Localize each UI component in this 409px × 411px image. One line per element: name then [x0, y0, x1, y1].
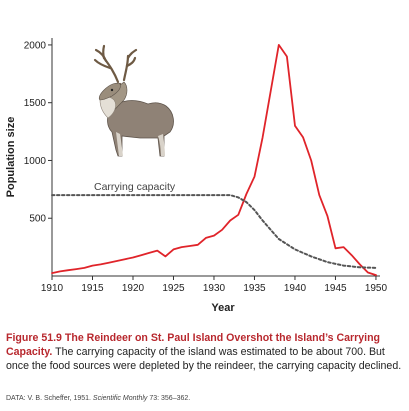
- source-suffix: 73: 356–362.: [149, 395, 191, 402]
- x-ticks: 1910 1915 1920 1925 1930 1935 1940 1945 1950: [41, 276, 388, 294]
- x-tick-label: 1930: [203, 283, 226, 294]
- plot-area: [51, 44, 377, 277]
- y-ticks: 500 1000 1500 2000: [24, 40, 52, 225]
- carrying-capacity-line: [51, 194, 377, 269]
- figure-number: Figure 51.9: [6, 332, 62, 344]
- x-tick-label: 1925: [162, 283, 185, 294]
- x-tick-label: 1920: [122, 283, 145, 294]
- figure-caption: Figure 51.9 The Reindeer on St. Paul Isl…: [6, 331, 404, 373]
- x-axis-title: Year: [211, 302, 235, 314]
- x-tick-label: 1910: [41, 283, 64, 294]
- population-line: [51, 44, 377, 277]
- population-chart: 500 1000 1500 2000 1910 1915 1920 1925 1930 1935…: [5, 38, 388, 314]
- x-tick-label: 1935: [243, 283, 266, 294]
- x-tick-label: 1940: [284, 283, 307, 294]
- y-tick-label: 1500: [24, 98, 47, 109]
- x-axis: 1910 1915 1920 1925 1930 1935 1940 1945 1950: [41, 275, 388, 294]
- x-tick-label: 1950: [365, 283, 388, 294]
- y-tick-label: 500: [29, 214, 46, 225]
- y-tick-label: 2000: [24, 40, 47, 51]
- source-journal: Scientific Monthly: [92, 395, 148, 402]
- source-prefix: DATA: V. B. Scheffer, 1951.: [6, 395, 91, 402]
- figure-title: The Reindeer on St. Paul Island Overshot…: [6, 332, 381, 358]
- caption-body: The carrying capacity of the island was …: [6, 346, 402, 372]
- data-source: DATA: V. B. Scheffer, 1951. Scientific M…: [6, 395, 190, 402]
- reindeer-image: [93, 44, 174, 157]
- y-axis-title: Population size: [5, 117, 17, 198]
- carrying-capacity-label: Carrying capacity: [94, 181, 176, 193]
- y-axis: 500 1000 1500 2000: [24, 38, 53, 276]
- x-tick-label: 1945: [324, 283, 347, 294]
- y-tick-label: 1000: [24, 156, 47, 167]
- x-tick-label: 1915: [81, 283, 104, 294]
